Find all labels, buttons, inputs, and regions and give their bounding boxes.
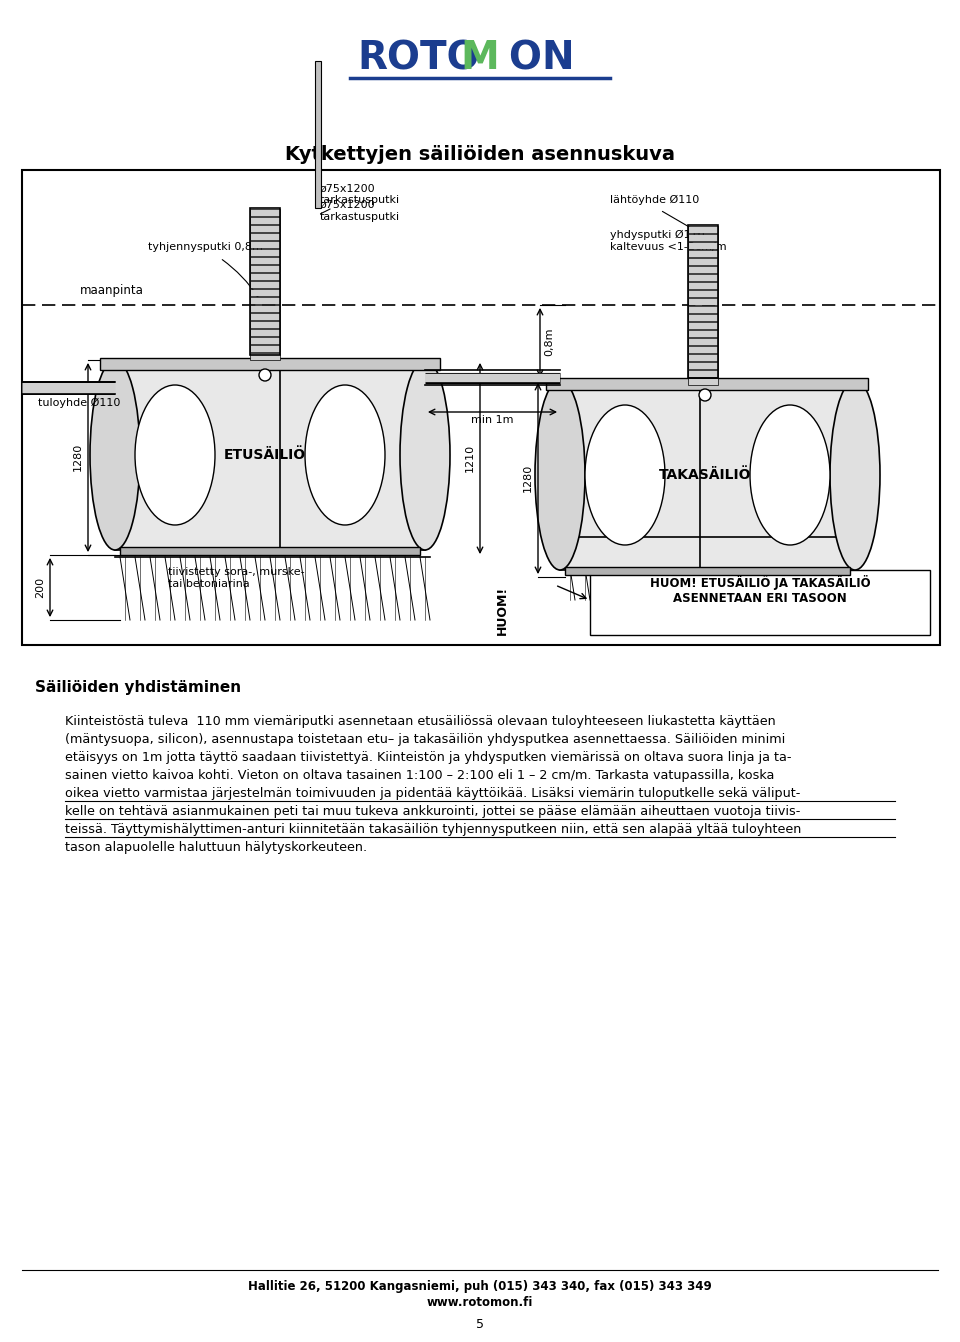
Bar bbox=[688, 330, 718, 337]
Bar bbox=[688, 258, 718, 264]
Text: tiivistetty sora-, murske-
tai betoniarina: tiivistetty sora-, murske- tai betoniari… bbox=[168, 568, 304, 589]
Bar bbox=[250, 280, 280, 289]
Bar bbox=[250, 234, 280, 240]
Text: HUOM! ETUSÄILIÖ JA TAKASÄILIÖ
ASENNETAAN ERI TASOON: HUOM! ETUSÄILIÖ JA TAKASÄILIÖ ASENNETAAN… bbox=[650, 574, 871, 605]
Text: Säiliöiden yhdistäminen: Säiliöiden yhdistäminen bbox=[35, 680, 241, 695]
Text: Kytkettyjen säiliöiden asennuskuva: Kytkettyjen säiliöiden asennuskuva bbox=[285, 145, 675, 165]
Bar bbox=[590, 570, 930, 635]
Text: ETUSÄILIÖ: ETUSÄILIÖ bbox=[224, 448, 306, 462]
Text: ROTO: ROTO bbox=[357, 39, 480, 76]
Text: (mäntysuopa, silicon), asennustapa toistetaan etu– ja takasäiliön yhdysputkea as: (mäntysuopa, silicon), asennustapa toist… bbox=[65, 733, 785, 746]
Bar bbox=[120, 548, 420, 556]
Bar bbox=[250, 272, 280, 280]
Text: tason alapuolelle haluttuun hälytyskorkeuteen.: tason alapuolelle haluttuun hälytyskorke… bbox=[65, 841, 367, 854]
Text: sainen vietto kaivoa kohti. Vieton on oltava tasainen 1:100 – 2:100 eli 1 – 2 cm: sainen vietto kaivoa kohti. Vieton on ol… bbox=[65, 769, 775, 782]
Text: 1210: 1210 bbox=[465, 444, 475, 472]
Bar bbox=[688, 290, 718, 297]
Bar bbox=[560, 380, 855, 570]
Bar bbox=[250, 313, 280, 319]
Bar bbox=[565, 568, 850, 574]
Bar bbox=[688, 225, 718, 234]
Bar bbox=[250, 353, 280, 360]
Bar bbox=[250, 345, 280, 352]
Bar bbox=[688, 234, 718, 242]
Text: lähtöyhde Ø110: lähtöyhde Ø110 bbox=[610, 195, 699, 205]
Bar bbox=[250, 329, 280, 336]
Text: 1280: 1280 bbox=[73, 443, 83, 471]
Bar bbox=[688, 370, 718, 377]
Bar bbox=[688, 306, 718, 313]
Text: www.rotomon.fi: www.rotomon.fi bbox=[427, 1296, 533, 1308]
Ellipse shape bbox=[90, 360, 140, 550]
Text: 1280: 1280 bbox=[523, 464, 533, 493]
Bar bbox=[688, 242, 718, 250]
Text: kelle on tehtävä asianmukainen peti tai muu tukeva ankkurointi, jottei se pääse : kelle on tehtävä asianmukainen peti tai … bbox=[65, 805, 801, 819]
Bar bbox=[250, 208, 280, 356]
Text: Kiinteistöstä tuleva  110 mm viemäriputki asennetaan etusäiliössä olevaan tuloyh: Kiinteistöstä tuleva 110 mm viemäriputki… bbox=[65, 715, 776, 727]
Text: yhdysputki Ø110,
kaltevuus <1-2cm/m: yhdysputki Ø110, kaltevuus <1-2cm/m bbox=[610, 229, 727, 252]
Bar bbox=[250, 297, 280, 305]
Bar bbox=[250, 305, 280, 311]
Ellipse shape bbox=[135, 385, 215, 525]
Bar bbox=[100, 358, 440, 370]
Text: etäisyys on 1m jotta täyttö saadaan tiivistettyä. Kiinteistön ja yhdysputken vie: etäisyys on 1m jotta täyttö saadaan tiiv… bbox=[65, 752, 791, 764]
Bar bbox=[250, 264, 280, 272]
Bar bbox=[688, 338, 718, 345]
Text: ON: ON bbox=[482, 39, 575, 76]
Text: teissä. Täyttymishälyttimen-anturi kiinnitetään takasäiliön tyhjennysputkeen nii: teissä. Täyttymishälyttimen-anturi kiinn… bbox=[65, 823, 802, 836]
Bar bbox=[688, 250, 718, 258]
Ellipse shape bbox=[305, 385, 385, 525]
Text: Hallitie 26, 51200 Kangasniemi, puh (015) 343 340, fax (015) 343 349: Hallitie 26, 51200 Kangasniemi, puh (015… bbox=[248, 1280, 712, 1292]
Circle shape bbox=[699, 389, 711, 401]
Bar bbox=[22, 170, 940, 646]
Bar bbox=[688, 266, 718, 272]
Text: ø75x1200
tarkastusputki: ø75x1200 tarkastusputki bbox=[320, 200, 400, 221]
Bar bbox=[250, 289, 280, 297]
Bar bbox=[688, 346, 718, 353]
Text: maanpinta: maanpinta bbox=[80, 285, 144, 297]
Bar bbox=[688, 282, 718, 289]
Text: oikea vietto varmistaa järjestelmän toimivuuden ja pidentää käyttöikää. Lisäksi : oikea vietto varmistaa järjestelmän toim… bbox=[65, 786, 801, 800]
Ellipse shape bbox=[750, 405, 830, 545]
Text: M: M bbox=[461, 39, 499, 76]
Bar bbox=[688, 378, 718, 385]
Bar bbox=[250, 242, 280, 248]
Ellipse shape bbox=[585, 405, 665, 545]
Text: ø75x1200
tarkastusputki: ø75x1200 tarkastusputki bbox=[320, 184, 400, 213]
Bar bbox=[688, 298, 718, 305]
Text: TAKASÄILIÖ: TAKASÄILIÖ bbox=[659, 468, 752, 482]
Ellipse shape bbox=[830, 380, 880, 570]
Text: tyhjennysputki 0,8m: tyhjennysputki 0,8m bbox=[148, 242, 263, 252]
Circle shape bbox=[259, 369, 271, 381]
Bar bbox=[315, 60, 321, 208]
Bar bbox=[688, 274, 718, 280]
Bar bbox=[250, 217, 280, 224]
Text: min 1m: min 1m bbox=[470, 415, 514, 425]
Text: HUOM!: HUOM! bbox=[495, 585, 509, 635]
Bar bbox=[250, 337, 280, 344]
Bar bbox=[115, 360, 425, 550]
Text: 5: 5 bbox=[476, 1318, 484, 1331]
Text: tuloyhde Ø110: tuloyhde Ø110 bbox=[38, 399, 120, 408]
Bar bbox=[546, 378, 868, 391]
Bar bbox=[250, 250, 280, 256]
Bar bbox=[250, 225, 280, 232]
Bar bbox=[688, 322, 718, 329]
Text: 200: 200 bbox=[35, 577, 45, 597]
Bar bbox=[250, 258, 280, 264]
Ellipse shape bbox=[400, 360, 450, 550]
Ellipse shape bbox=[535, 380, 585, 570]
Bar bbox=[688, 314, 718, 321]
Bar bbox=[688, 225, 718, 378]
Bar bbox=[688, 362, 718, 369]
Bar bbox=[250, 209, 280, 216]
Bar bbox=[688, 354, 718, 361]
Text: 0,8m: 0,8m bbox=[544, 327, 554, 356]
Bar bbox=[250, 321, 280, 327]
